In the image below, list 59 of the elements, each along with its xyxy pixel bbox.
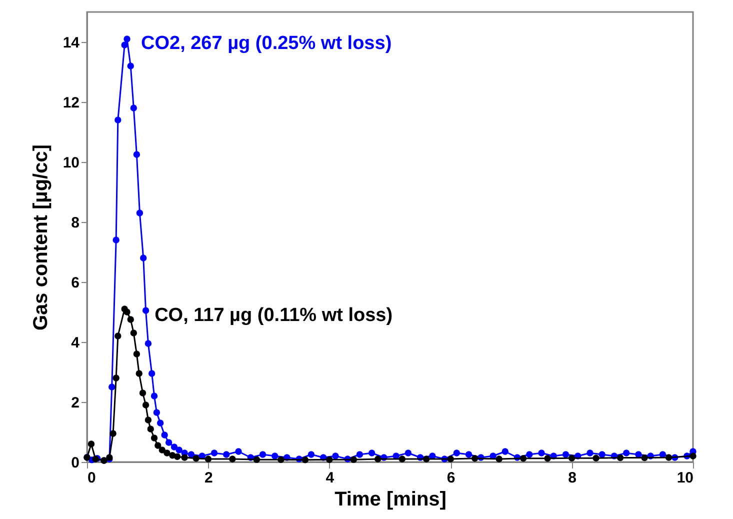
point: [154, 442, 162, 449]
point: [616, 454, 624, 462]
y-tick-label: 14: [62, 34, 80, 52]
point: [690, 452, 696, 460]
point: [192, 455, 200, 462]
point: [665, 454, 672, 461]
point: [423, 456, 430, 462]
x-tick-label: 0: [88, 470, 96, 486]
point: [133, 350, 140, 358]
y-axis-title: Gas content [µg/cc]: [30, 144, 52, 330]
point: [447, 456, 454, 462]
point: [110, 430, 116, 437]
point: [144, 416, 152, 424]
point: [88, 440, 95, 448]
x-axis-title: Time [mins]: [334, 488, 446, 510]
y-tick-label: 12: [62, 94, 80, 112]
point: [496, 456, 502, 462]
y-tick-label: 2: [71, 394, 80, 412]
annotation: CO2, 267 µg (0.25% wt loss): [140, 33, 392, 54]
point: [302, 456, 309, 464]
point: [229, 456, 236, 462]
point: [326, 456, 333, 463]
x-tick-label: 10: [676, 470, 694, 486]
point: [253, 456, 260, 463]
point: [204, 456, 212, 462]
point: [350, 456, 357, 463]
point: [592, 454, 600, 462]
y-tick-label: 0: [71, 454, 80, 472]
y-tick-label: 6: [71, 274, 80, 292]
y-tick-label: 10: [62, 154, 80, 172]
point: [127, 316, 134, 323]
point: [398, 456, 406, 462]
point: [641, 454, 648, 462]
point: [130, 330, 138, 336]
point: [568, 454, 576, 462]
point: [374, 456, 382, 462]
point: [520, 455, 527, 462]
x-tick-label: 4: [326, 470, 335, 486]
annotation: CO, 117 µg (0.11% wt loss): [154, 305, 393, 326]
point: [147, 426, 154, 432]
point: [174, 453, 181, 460]
point: [181, 454, 188, 461]
point: [150, 434, 158, 442]
point: [158, 446, 166, 454]
x-tick-label: 2: [204, 470, 213, 486]
point: [544, 455, 551, 462]
point: [136, 370, 142, 377]
y-tick-label: 8: [71, 214, 80, 232]
point: [139, 390, 146, 396]
x-tick-label: 8: [568, 470, 576, 486]
point: [112, 374, 120, 382]
point: [114, 332, 122, 340]
point: [164, 450, 170, 456]
y-tick-label: 4: [71, 334, 80, 352]
x-tick-label: 6: [446, 470, 456, 486]
point: [278, 456, 284, 463]
point: [124, 308, 130, 316]
point: [142, 402, 150, 408]
point: [471, 455, 478, 462]
